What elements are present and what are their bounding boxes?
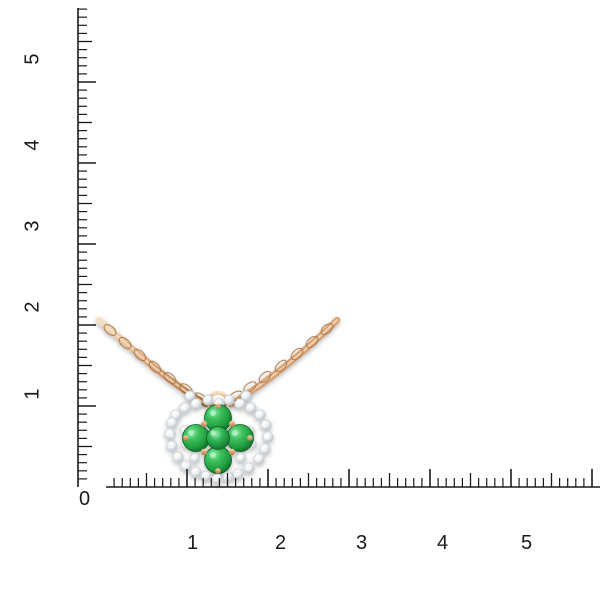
ruler-origin-label: 0	[79, 488, 91, 510]
ruler-vertical-ticks	[78, 8, 96, 480]
ruler	[77, 8, 600, 488]
ruler-v-label-3: 3	[21, 220, 44, 232]
ruler-v-label-1: 1	[21, 388, 44, 400]
ruler-h-label-2: 2	[275, 532, 287, 554]
ruler-v-label-4: 4	[21, 139, 44, 151]
ruler-h-label-5: 5	[521, 532, 533, 554]
emerald-cluster	[182, 404, 254, 474]
ruler-h-label-3: 3	[356, 532, 368, 554]
ruler-v-label-5: 5	[21, 53, 44, 65]
ruler-h-label-4: 4	[437, 532, 449, 554]
quatrefoil-emerald-pendant	[164, 390, 274, 485]
ruler-v-label-2: 2	[21, 301, 44, 313]
ruler-horizontal-ticks	[113, 469, 593, 487]
rose-gold-prongs	[183, 403, 253, 474]
ruler-h-label-1: 1	[187, 532, 199, 554]
